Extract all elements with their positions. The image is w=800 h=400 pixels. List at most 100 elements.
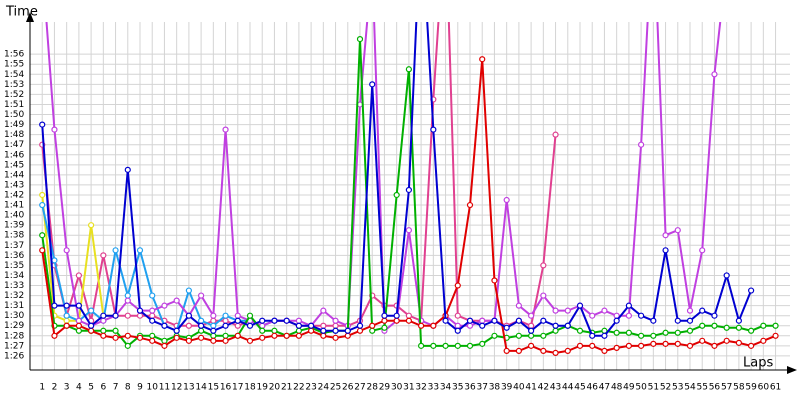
- x-tick-label: 60: [758, 383, 770, 393]
- x-tick-label: 45: [574, 383, 585, 393]
- point: [711, 71, 718, 78]
- y-tick-label: 1:26: [4, 351, 24, 361]
- point: [234, 322, 241, 329]
- point: [674, 329, 681, 336]
- point: [405, 317, 412, 324]
- point: [381, 324, 388, 331]
- point: [161, 342, 168, 349]
- point: [100, 327, 107, 334]
- point: [405, 186, 412, 194]
- point: [344, 332, 351, 339]
- point: [418, 342, 425, 349]
- point: [75, 272, 82, 279]
- point: [185, 337, 192, 344]
- point: [772, 332, 779, 339]
- x-tick-label: 44: [562, 383, 574, 393]
- point: [491, 277, 498, 284]
- point: [625, 342, 632, 349]
- point: [39, 191, 46, 199]
- x-tick-label: 2: [52, 383, 58, 393]
- y-tick-label: 1:38: [4, 231, 24, 241]
- x-tick-label: 14: [195, 383, 207, 393]
- point: [88, 307, 95, 314]
- y-tick-label: 1:28: [4, 331, 24, 341]
- point: [515, 317, 522, 324]
- point: [210, 322, 217, 329]
- point: [283, 317, 290, 324]
- point: [674, 227, 681, 234]
- point: [308, 327, 315, 334]
- point: [466, 317, 474, 324]
- x-tick-label: 51: [648, 383, 659, 393]
- point: [295, 332, 302, 339]
- y-tick-label: 1:46: [4, 150, 24, 160]
- x-tick-label: 1: [39, 383, 45, 393]
- y-tick-label: 1:55: [4, 60, 24, 70]
- point: [173, 334, 180, 341]
- point: [210, 317, 217, 324]
- point: [295, 322, 302, 329]
- point: [723, 272, 730, 279]
- point: [381, 312, 388, 319]
- point: [246, 312, 254, 319]
- point: [686, 342, 694, 349]
- point: [112, 327, 119, 334]
- x-axis-title: Laps: [743, 356, 773, 371]
- point: [552, 349, 559, 357]
- y-tick-label: 1:33: [4, 281, 24, 291]
- point: [185, 312, 192, 319]
- point: [576, 327, 584, 334]
- point: [222, 312, 229, 319]
- x-tick-label: 39: [501, 383, 513, 393]
- x-tick-label: 58: [733, 383, 745, 393]
- y-tick-label: 1:50: [4, 110, 24, 120]
- point: [63, 247, 70, 254]
- point: [198, 334, 205, 341]
- point: [63, 302, 70, 309]
- point: [466, 322, 474, 329]
- point: [528, 332, 535, 339]
- point: [356, 35, 364, 43]
- point: [75, 327, 82, 334]
- point: [552, 322, 559, 329]
- y-tick-label: 1:36: [4, 251, 24, 261]
- point: [405, 66, 412, 73]
- point: [332, 322, 339, 329]
- point: [454, 312, 461, 319]
- point: [149, 332, 156, 339]
- point: [491, 332, 498, 339]
- point: [283, 332, 290, 339]
- point: [75, 322, 82, 329]
- y-tick-label: 1:43: [4, 180, 24, 190]
- point: [271, 332, 278, 339]
- point: [198, 317, 205, 324]
- x-tick-label: 31: [403, 383, 414, 393]
- point: [528, 327, 535, 334]
- point: [540, 332, 547, 339]
- y-tick-label: 1:39: [4, 221, 24, 231]
- point: [381, 317, 388, 324]
- point: [100, 252, 107, 259]
- point: [234, 312, 241, 319]
- x-tick-label: 55: [696, 383, 707, 393]
- point: [39, 232, 46, 239]
- y-tick-label: 1:48: [4, 130, 24, 140]
- point: [369, 81, 376, 88]
- point: [638, 312, 645, 319]
- point: [295, 317, 302, 324]
- point: [271, 317, 278, 324]
- point: [650, 340, 657, 347]
- x-tick-label: 16: [220, 383, 232, 393]
- point: [344, 327, 351, 334]
- point: [613, 317, 620, 324]
- y-tick-label: 1:30: [4, 311, 24, 321]
- x-tick-label: 22: [293, 383, 304, 393]
- point: [149, 312, 156, 319]
- point: [430, 342, 437, 349]
- x-tick-label: 36: [464, 383, 476, 393]
- point: [149, 337, 156, 344]
- x-tick-label: 50: [635, 383, 647, 393]
- point: [515, 302, 522, 309]
- point: [136, 247, 144, 254]
- point: [320, 307, 327, 314]
